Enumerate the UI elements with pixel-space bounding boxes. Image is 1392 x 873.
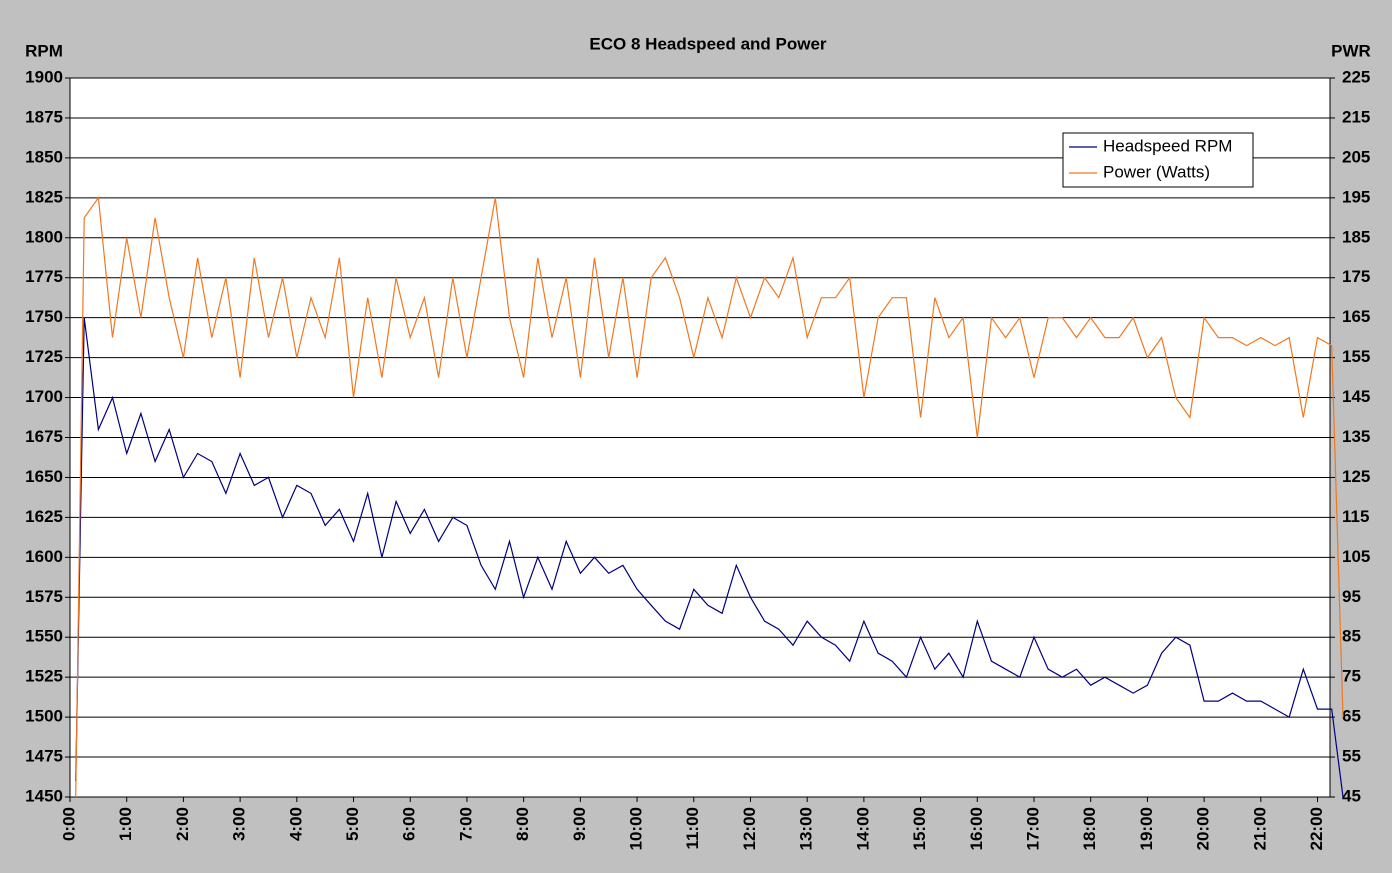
legend: Headspeed RPM Power (Watts) (1062, 132, 1254, 188)
y2-tick-label: 85 (1342, 627, 1361, 646)
y-tick-label: 1775 (25, 267, 63, 286)
x-tick-label: 7:00 (456, 807, 475, 841)
y-tick-label: 1525 (25, 667, 63, 686)
y-tick-label: 1500 (25, 707, 63, 726)
y2-tick-label: 105 (1342, 547, 1370, 566)
y-axis-label: RPM (25, 41, 63, 60)
y-tick-label: 1675 (25, 427, 63, 446)
y-tick-label: 1725 (25, 347, 63, 366)
y-tick-label: 1825 (25, 187, 63, 206)
x-tick-label: 22:00 (1307, 807, 1326, 850)
y-tick-label: 1650 (25, 467, 63, 486)
y-tick-label: 1800 (25, 227, 63, 246)
x-tick-label: 14:00 (853, 807, 872, 850)
y-tick-label: 1850 (25, 147, 63, 166)
y2-tick-label: 115 (1342, 507, 1369, 526)
x-tick-label: 15:00 (910, 807, 929, 850)
series-line (75, 317, 1344, 798)
y-tick-label: 1575 (25, 587, 63, 606)
x-tick-label: 12:00 (740, 807, 759, 850)
y2-tick-label: 75 (1342, 667, 1361, 686)
x-tick-label: 17:00 (1023, 807, 1042, 850)
x-tick-label: 4:00 (286, 807, 305, 841)
y2-tick-label: 215 (1342, 107, 1370, 126)
y-tick-label: 1750 (25, 307, 63, 326)
series-line (75, 196, 1344, 798)
y2-tick-label: 225 (1342, 67, 1370, 86)
x-tick-label: 3:00 (230, 807, 249, 841)
x-tick-label: 21:00 (1250, 807, 1269, 850)
x-tick-label: 0:00 (59, 807, 78, 841)
y2-tick-label: 45 (1342, 786, 1361, 805)
legend-box (1062, 132, 1254, 188)
y-tick-label: 1550 (25, 627, 63, 646)
legend-label: Headspeed RPM (1103, 136, 1232, 155)
y2-tick-label: 185 (1342, 227, 1370, 246)
y2-tick-label: 95 (1342, 587, 1361, 606)
y-tick-label: 1900 (25, 67, 63, 86)
y2-tick-label: 155 (1342, 347, 1370, 366)
x-tick-label: 6:00 (400, 807, 419, 841)
y2-tick-label: 145 (1342, 387, 1370, 406)
x-tick-label: 13:00 (797, 807, 816, 850)
y-tick-label: 1600 (25, 547, 63, 566)
y-tick-label: 1475 (25, 747, 63, 766)
y2-tick-label: 195 (1342, 187, 1370, 206)
y2-tick-label: 175 (1342, 267, 1370, 286)
y2-tick-label: 165 (1342, 307, 1370, 326)
x-tick-label: 18:00 (1080, 807, 1099, 850)
y2-tick-label: 55 (1342, 747, 1361, 766)
x-tick-label: 11:00 (683, 807, 702, 850)
y-tick-label: 1700 (25, 387, 63, 406)
x-tick-label: 1:00 (116, 807, 135, 841)
chart-title: ECO 8 Headspeed and Power (589, 34, 827, 53)
y-tick-label: 1875 (25, 107, 63, 126)
y2-tick-label: 65 (1342, 707, 1361, 726)
legend-label: Power (Watts) (1103, 162, 1210, 181)
y2-tick-label: 135 (1342, 427, 1370, 446)
x-tick-label: 10:00 (627, 807, 646, 850)
x-tick-label: 5:00 (343, 807, 362, 841)
x-tick-label: 2:00 (173, 807, 192, 841)
y2-tick-label: 125 (1342, 467, 1370, 486)
y2-tick-label: 205 (1342, 147, 1370, 166)
x-tick-label: 9:00 (570, 807, 589, 841)
y2-axis-label: PWR (1331, 41, 1371, 60)
y-tick-label: 1450 (25, 786, 63, 805)
y-tick-label: 1625 (25, 507, 63, 526)
x-tick-label: 19:00 (1137, 807, 1156, 850)
x-tick-label: 8:00 (513, 807, 532, 841)
x-tick-label: 20:00 (1194, 807, 1213, 850)
x-tick-label: 16:00 (967, 807, 986, 850)
